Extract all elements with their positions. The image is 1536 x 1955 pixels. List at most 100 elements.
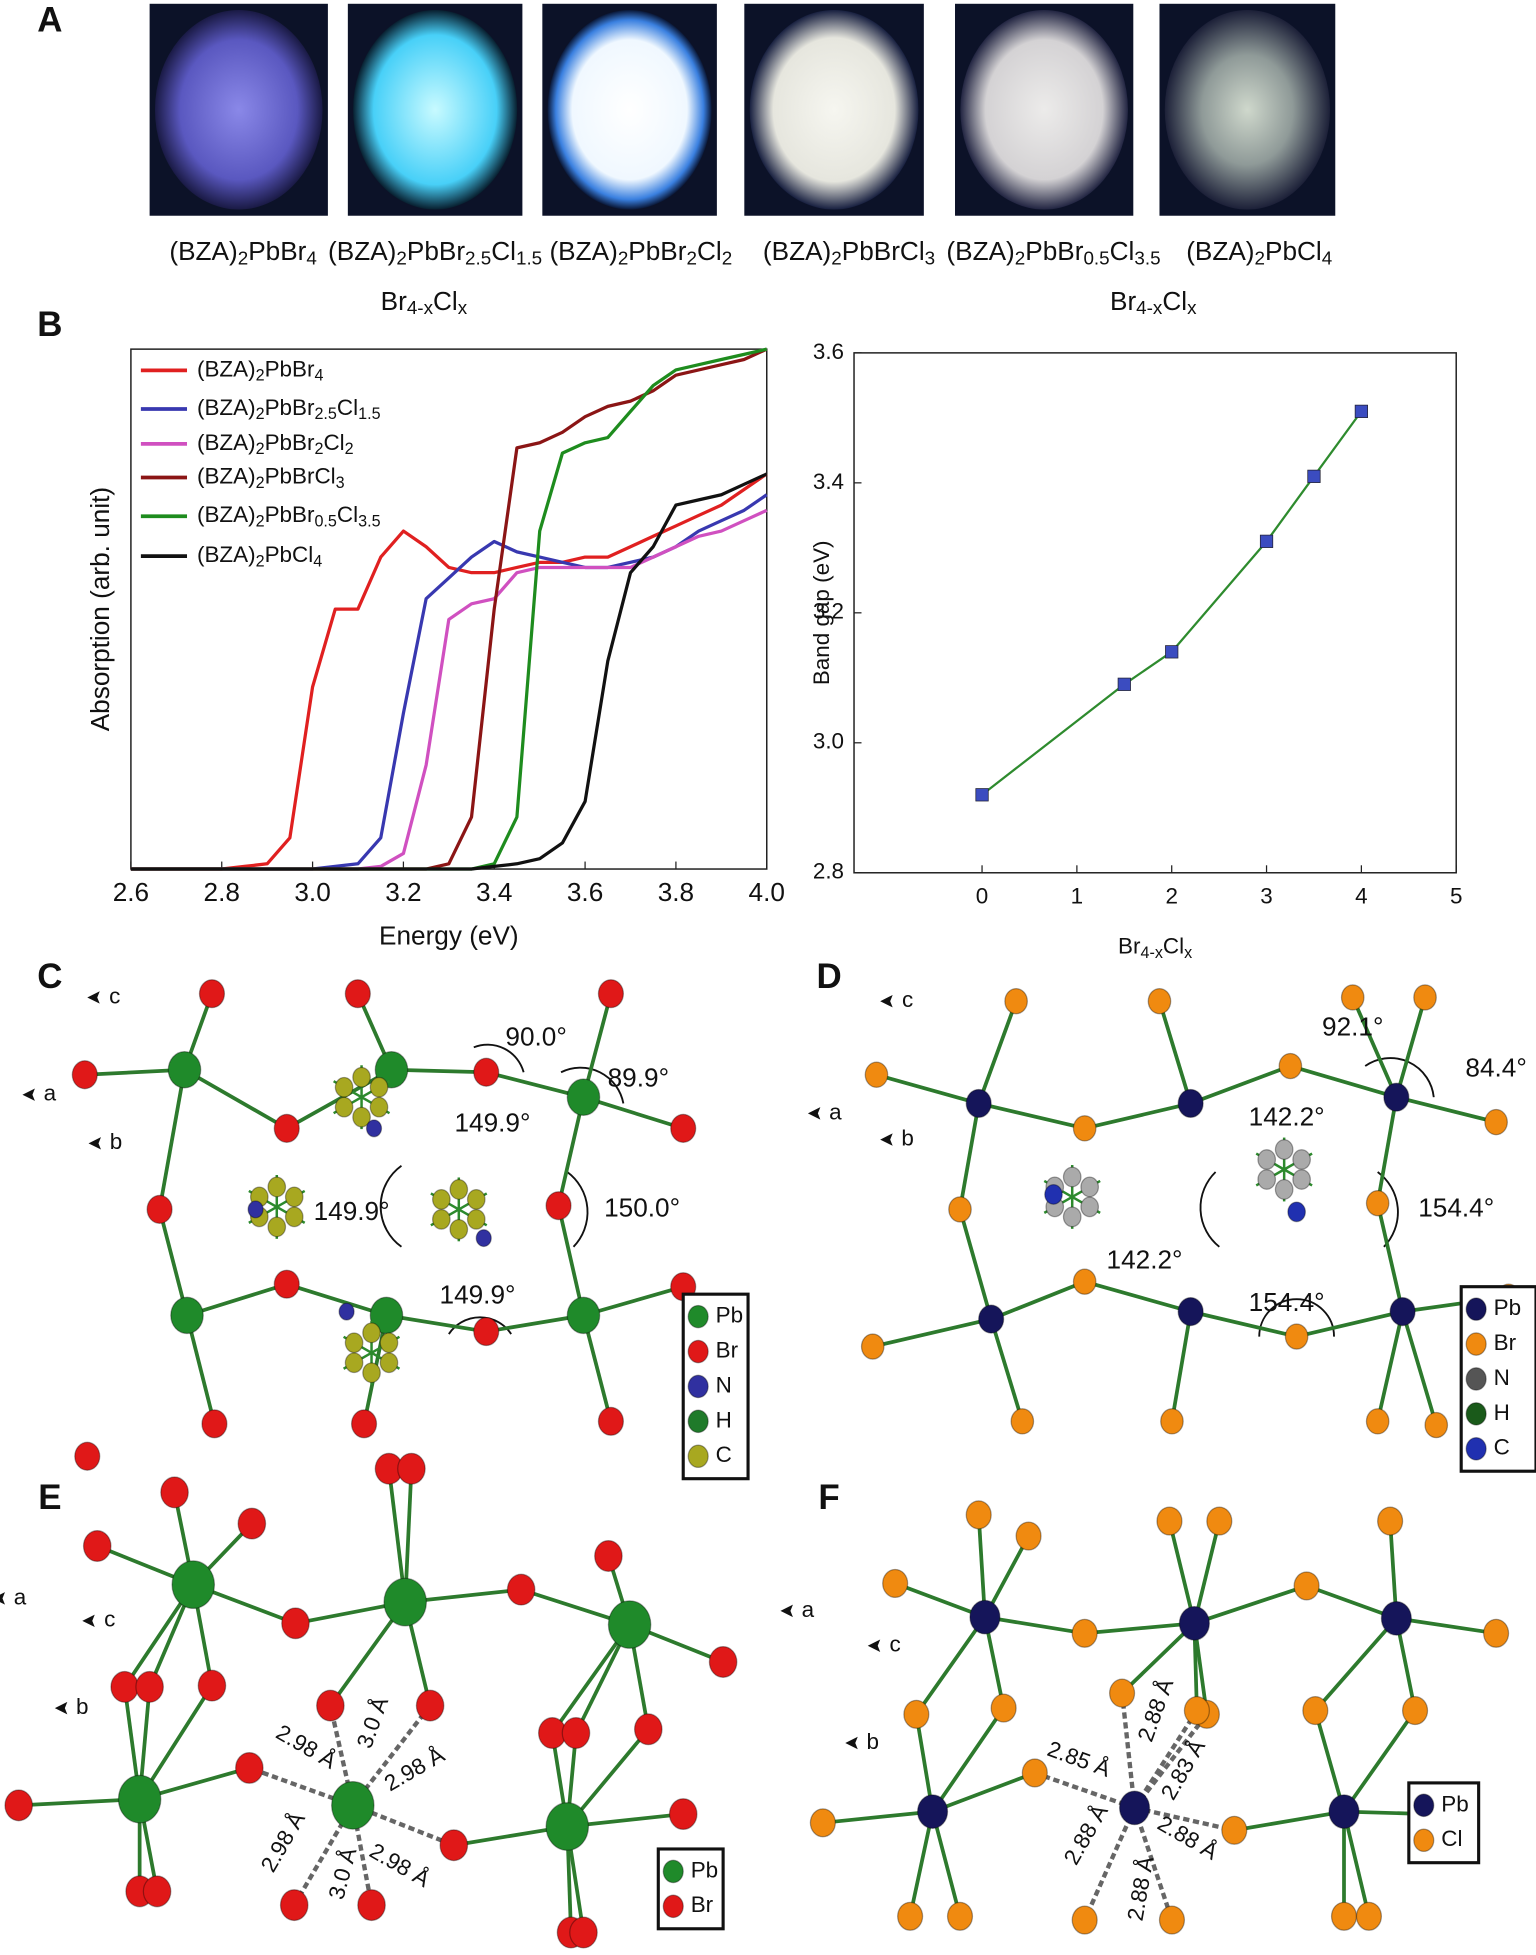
legend-label: Cl (1441, 1826, 1462, 1851)
angle-arc (1199, 1171, 1220, 1248)
bond (908, 1811, 935, 1917)
data-point (1354, 404, 1368, 418)
bond (1084, 1101, 1192, 1131)
axis-arrow (22, 1088, 35, 1101)
atom (662, 1859, 684, 1884)
atom (1158, 1905, 1186, 1935)
axis-label: a (14, 1584, 27, 1609)
atom (1257, 1149, 1277, 1170)
legend-label: C (716, 1442, 732, 1467)
contact (328, 1705, 355, 1806)
atom (235, 1751, 264, 1784)
legend-label: Pb (1494, 1295, 1521, 1320)
atom (1365, 1408, 1390, 1435)
atom (1015, 1521, 1042, 1551)
atom (1284, 1323, 1309, 1350)
atom (1274, 1179, 1294, 1200)
atom (965, 1088, 992, 1119)
atom (1010, 1408, 1035, 1435)
x-tick-label: 3 (1260, 884, 1272, 909)
atom (281, 1607, 310, 1640)
axis-arrow (867, 1639, 881, 1652)
y-tick-label: 3.6 (813, 339, 844, 364)
legend-label: H (1494, 1400, 1510, 1425)
bond (1394, 996, 1427, 1098)
bond (582, 1284, 684, 1318)
atom (170, 1296, 204, 1335)
atom (1424, 1411, 1449, 1439)
atom (1177, 1088, 1204, 1119)
atom (566, 1078, 601, 1116)
contact (350, 1804, 374, 1906)
x-tick-label: 5 (1450, 884, 1462, 909)
angle-label: 84.4° (1465, 1053, 1526, 1083)
atom (449, 1218, 469, 1240)
axis-arrow (0, 1592, 5, 1605)
atom (267, 1176, 287, 1198)
atom (948, 1196, 972, 1223)
y-axis-label: Absorption (arb. unit) (85, 487, 115, 731)
atom (597, 1406, 624, 1436)
axis-label: a (802, 1597, 815, 1622)
atom (1380, 1600, 1412, 1636)
atom (1147, 987, 1172, 1015)
bond (286, 1282, 388, 1318)
atom (171, 1560, 216, 1610)
bond (1342, 1811, 1371, 1917)
atom (1302, 1696, 1329, 1726)
bond (1189, 1064, 1292, 1106)
legend-label: Pb (691, 1857, 718, 1882)
bond (1395, 1095, 1497, 1124)
bond (1296, 1309, 1404, 1339)
atom (1330, 1901, 1358, 1931)
bond (914, 1616, 987, 1716)
data-point (975, 788, 989, 802)
atom (1484, 1108, 1508, 1136)
bond (1375, 1202, 1405, 1313)
contact (1134, 1805, 1235, 1833)
atom (1465, 1297, 1487, 1321)
angle-label: 149.9° (440, 1280, 516, 1310)
bond (1396, 1616, 1497, 1636)
bond (157, 1208, 189, 1316)
atom (990, 1693, 1017, 1723)
atom (1177, 1297, 1204, 1327)
atom (1293, 1571, 1320, 1601)
legend-label: Br (691, 1892, 714, 1917)
x-tick-label: 3.8 (658, 877, 694, 907)
atom (1160, 1408, 1184, 1435)
atom (1004, 987, 1028, 1015)
angle-label: 154.4° (1418, 1192, 1494, 1222)
legend-label: H (716, 1407, 732, 1432)
atom (369, 1096, 389, 1118)
atom (160, 1476, 189, 1509)
atom (344, 1352, 364, 1374)
bond (1351, 996, 1399, 1098)
atom (344, 979, 371, 1009)
atom (362, 1362, 381, 1384)
x-tick-label: 4 (1355, 884, 1367, 909)
bond (976, 1000, 1018, 1105)
photo-label: (BZA)2PbBr4 (169, 236, 317, 268)
contact (248, 1765, 354, 1808)
bond (1400, 1311, 1439, 1426)
atom (597, 979, 624, 1009)
series-line (130, 472, 768, 871)
atom (4, 1789, 34, 1822)
axis-label: c (890, 1632, 901, 1657)
atom (379, 1332, 399, 1354)
atom (331, 1780, 375, 1830)
angle-label: 142.2° (1107, 1245, 1183, 1275)
bond (1084, 1279, 1192, 1314)
atom (662, 1894, 684, 1919)
atom (1257, 1169, 1277, 1190)
atom (1413, 1793, 1435, 1818)
atom (198, 979, 226, 1009)
bond (1375, 1311, 1405, 1422)
series-line (130, 347, 768, 871)
photo-sample (1164, 10, 1330, 210)
distance-label: 3.0 Å (352, 1694, 393, 1752)
atom (670, 1113, 697, 1143)
bond (183, 1068, 288, 1130)
angle-label: 154.4° (1249, 1287, 1325, 1317)
